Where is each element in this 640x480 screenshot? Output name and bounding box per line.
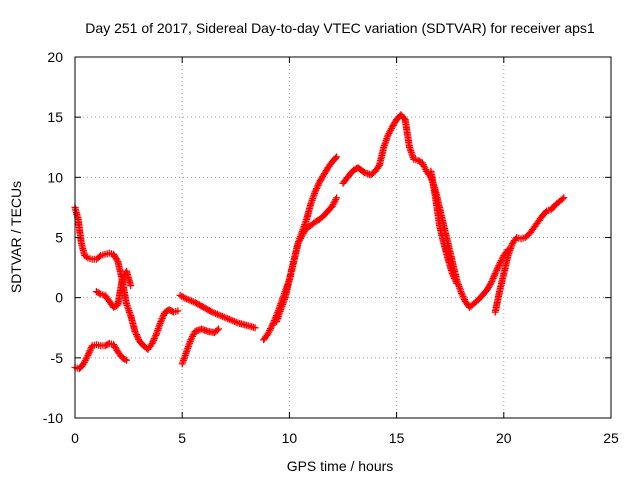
series-markers xyxy=(178,325,223,368)
y-tick-label: 5 xyxy=(55,230,63,246)
y-tick-label: -10 xyxy=(43,410,63,426)
series-markers xyxy=(491,194,568,316)
series-markers xyxy=(427,167,461,287)
x-tick-label: 15 xyxy=(389,430,405,446)
y-tick-label: 15 xyxy=(47,109,63,125)
y-tick-label: -5 xyxy=(51,350,64,366)
series-sat-g xyxy=(273,194,341,326)
chart-title: Day 251 of 2017, Sidereal Day-to-day VTE… xyxy=(85,20,595,36)
y-axis-label: SDTVAR / TECUs xyxy=(8,181,24,293)
series-markers xyxy=(176,291,259,332)
x-tick-label: 20 xyxy=(496,430,512,446)
series-markers xyxy=(273,194,341,326)
y-ticks: -10 -5 0 5 10 15 20 xyxy=(43,49,611,426)
series-markers xyxy=(92,267,135,311)
grid-lines xyxy=(75,57,611,418)
series-sat-i xyxy=(427,167,461,287)
series-sat-b xyxy=(71,339,130,373)
data-series xyxy=(71,111,568,373)
x-tick-label: 25 xyxy=(603,430,619,446)
x-tick-label: 10 xyxy=(282,430,298,446)
series-markers xyxy=(71,339,130,373)
series-sat-h xyxy=(339,111,512,311)
x-axis-label: GPS time / hours xyxy=(287,458,394,474)
series-sat-j xyxy=(491,194,568,316)
series-sat-e xyxy=(178,325,223,368)
y-tick-label: 0 xyxy=(55,290,63,306)
series-sat-d xyxy=(176,291,259,332)
x-ticks: 0 5 10 15 20 25 xyxy=(71,57,619,446)
series-sat-c xyxy=(92,267,135,311)
series-markers xyxy=(339,111,512,311)
y-tick-label: 10 xyxy=(47,169,63,185)
x-tick-label: 0 xyxy=(71,430,79,446)
y-tick-label: 20 xyxy=(47,49,63,65)
x-tick-label: 5 xyxy=(178,430,186,446)
